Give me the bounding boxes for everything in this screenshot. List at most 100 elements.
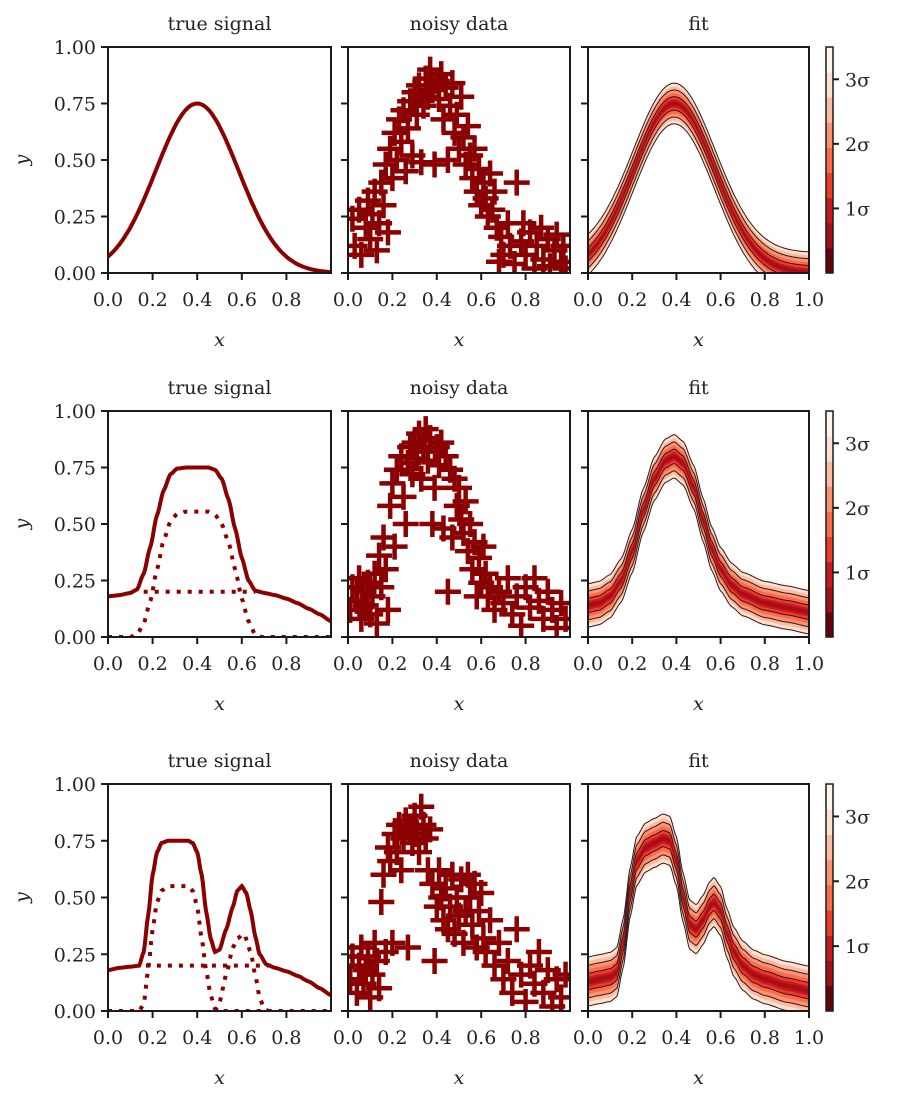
contour-line xyxy=(588,96,809,266)
panel-title: noisy data xyxy=(410,13,509,35)
colorbar-segment xyxy=(826,809,833,835)
data-point xyxy=(477,907,504,934)
y-tick-label: 0.50 xyxy=(54,888,96,910)
panel-r2-c3: 1σ 2σ 3σ 0.0 0.2 0.4 0.6 0.8 1.0 fit x xyxy=(573,377,870,715)
axes-frame xyxy=(587,46,810,274)
data-point xyxy=(394,115,421,142)
x-tick-label: 0.2 xyxy=(617,1027,647,1049)
colorbar-tick-label: 2σ xyxy=(845,134,870,156)
data-point xyxy=(450,124,477,151)
data-point xyxy=(392,511,419,537)
plot-area xyxy=(108,838,331,1011)
colorbar: 1σ 2σ 3σ xyxy=(825,783,870,1012)
x-tick-label: 0.0 xyxy=(93,653,123,675)
x-tick-label: 0.2 xyxy=(137,1027,167,1049)
contour-line xyxy=(588,477,809,635)
y-tick-label: 1.00 xyxy=(54,774,96,796)
y-tick-label: 1.00 xyxy=(54,37,96,59)
plot-area xyxy=(588,80,809,273)
y-tick-label: 0.25 xyxy=(54,944,96,966)
density-band xyxy=(588,836,809,993)
data-point xyxy=(459,911,486,938)
x-tick-label: 0.6 xyxy=(466,1027,496,1049)
data-point xyxy=(394,934,421,961)
contour-line xyxy=(588,448,809,606)
contour-line xyxy=(588,470,809,628)
x-tick-label: 0.8 xyxy=(750,1027,780,1049)
contour-line xyxy=(588,862,793,1011)
data-point xyxy=(372,556,399,583)
data-point xyxy=(408,149,435,176)
panel-title: true signal xyxy=(168,377,272,399)
data-point xyxy=(421,151,448,178)
y-axis-label: y xyxy=(11,518,33,530)
colorbar-segment xyxy=(826,511,833,538)
data-point xyxy=(465,156,492,183)
data-point xyxy=(530,979,557,1006)
density-band xyxy=(588,99,809,273)
colorbar-segment xyxy=(826,122,833,148)
x-tick-label: 0.0 xyxy=(333,289,363,311)
colorbar-tick-label: 1σ xyxy=(845,936,870,958)
panel-title: true signal xyxy=(168,750,272,772)
data-point xyxy=(517,952,544,979)
density-band xyxy=(588,96,809,273)
y-tick-label: 0.25 xyxy=(54,207,96,229)
series-line-total xyxy=(108,838,331,998)
x-tick-label: 0.0 xyxy=(93,289,123,311)
data-point xyxy=(414,447,441,474)
data-point xyxy=(428,429,455,456)
x-axis-label: x xyxy=(693,329,704,351)
y-tick-label: 0.50 xyxy=(54,150,96,172)
colorbar: 1σ 2σ 3σ xyxy=(825,410,870,638)
x-tick-label: 0.0 xyxy=(573,1027,603,1049)
data-point xyxy=(525,938,552,965)
colorbar-segment xyxy=(826,172,833,199)
x-axis-label: x xyxy=(693,1067,704,1089)
colorbar-segment xyxy=(826,960,833,987)
data-point xyxy=(368,889,395,916)
panel-title: true signal xyxy=(168,13,272,35)
data-point xyxy=(381,533,408,560)
x-axis-label: x xyxy=(214,1067,225,1089)
plot-area xyxy=(108,101,331,273)
panel-title: noisy data xyxy=(410,750,509,772)
y-axis-label: y xyxy=(11,892,33,904)
x-tick-label: 0.0 xyxy=(333,653,363,675)
x-tick-label: 0.6 xyxy=(227,1027,257,1049)
x-tick-label: 0.8 xyxy=(271,1027,301,1049)
panel-title: fit xyxy=(688,13,709,35)
x-tick-label: 0.8 xyxy=(750,289,780,311)
colorbar-tick-label: 3σ xyxy=(845,806,870,828)
data-point xyxy=(552,255,570,273)
data-point xyxy=(426,857,453,884)
data-point xyxy=(434,147,461,173)
colorbar-segment xyxy=(826,834,833,861)
x-tick-label: 0.4 xyxy=(422,653,452,675)
data-point xyxy=(470,533,497,560)
data-point xyxy=(348,966,364,993)
data-point xyxy=(503,169,530,196)
x-tick-label: 0.2 xyxy=(617,653,647,675)
contour-line xyxy=(588,813,809,967)
data-point xyxy=(472,560,499,587)
colorbar-segment xyxy=(826,536,833,563)
colorbar-segment xyxy=(826,436,833,462)
colorbar-segment xyxy=(826,486,833,512)
x-tick-label: 0.8 xyxy=(510,289,540,311)
data-point xyxy=(485,578,512,605)
data-point xyxy=(552,605,570,632)
y-tick-label: 0.50 xyxy=(54,514,96,536)
x-tick-label: 0.4 xyxy=(661,289,691,311)
y-tick-label: 0.75 xyxy=(54,831,96,853)
data-point xyxy=(454,113,481,140)
x-tick-label: 0.2 xyxy=(377,289,407,311)
colorbar: 1σ 2σ 3σ xyxy=(825,46,870,274)
data-point xyxy=(408,465,435,492)
data-point xyxy=(368,169,395,196)
y-tick-label: 1.00 xyxy=(54,401,96,423)
data-point xyxy=(494,948,521,975)
panel-r1-c3: 1σ 2σ 3σ 0.0 0.2 0.4 0.6 0.8 1.0 fit x xyxy=(573,13,870,351)
x-tick-label: 0.4 xyxy=(661,1027,691,1049)
